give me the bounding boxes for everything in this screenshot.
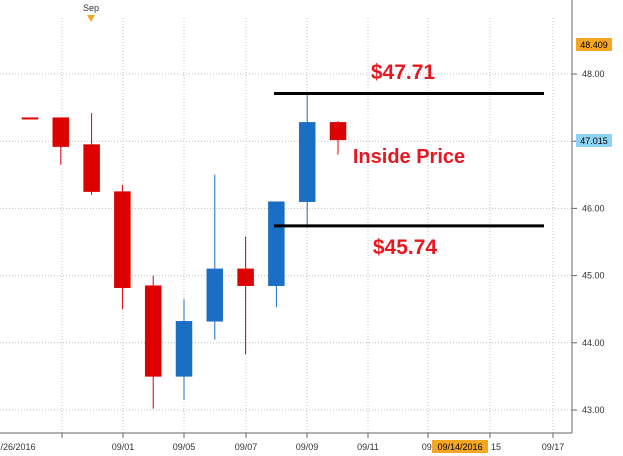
top-price-tag-label: 48.409 xyxy=(580,40,608,50)
current-price-tag-label: 47.015 xyxy=(580,136,608,146)
grid xyxy=(0,18,572,433)
x-tick-label: 09/17 xyxy=(542,442,565,452)
candle-down xyxy=(21,117,39,120)
candle-down xyxy=(329,122,347,141)
x-tick-label: 09/07 xyxy=(235,442,258,452)
x-tick-label: 15 xyxy=(491,442,501,452)
y-tick-label: 43.00 xyxy=(582,405,605,415)
date-highlight-tag: 09/14/2016 xyxy=(432,440,488,453)
annotation-inside-price: Inside Price xyxy=(353,146,465,168)
x-tick-label: 09/01 xyxy=(112,442,135,452)
price-levels xyxy=(274,91,544,228)
candle-down xyxy=(83,144,100,192)
level-label-low: $45.74 xyxy=(373,236,438,259)
month-label: Sep xyxy=(83,3,99,13)
month-marker: Sep xyxy=(83,3,99,22)
current-price-tag-box xyxy=(576,134,612,147)
candle-up xyxy=(298,122,316,202)
current-price-tag: 47.015 xyxy=(576,134,612,147)
x-tick-label: 09/ xyxy=(422,442,435,452)
candle-down xyxy=(114,191,131,288)
y-tick-label: 46.00 xyxy=(582,203,605,213)
date-highlight-label: 09/14/2016 xyxy=(437,442,482,452)
candle-up xyxy=(175,321,193,377)
level-label-high: $47.71 xyxy=(371,61,436,84)
month-marker-icon xyxy=(87,15,95,22)
date-highlight-box xyxy=(432,440,488,453)
x-tick-label: 09/09 xyxy=(296,442,319,452)
candle-down xyxy=(144,285,162,377)
candle-down xyxy=(52,117,70,147)
candle-down xyxy=(237,268,254,286)
x-tick-label: 09/05 xyxy=(173,442,196,452)
y-tick-label: 45.00 xyxy=(582,271,605,281)
y-tick-label: 48.00 xyxy=(582,69,605,79)
top-price-tag-box xyxy=(576,38,612,51)
y-tick-label: 44.00 xyxy=(582,338,605,348)
candle-up xyxy=(206,268,224,322)
x-tick-label: 09/11 xyxy=(357,442,379,452)
x-tick-label: /26/2016 xyxy=(0,442,35,452)
candle-up xyxy=(268,201,285,286)
top-price-tag: 48.409 xyxy=(576,38,612,51)
candles xyxy=(21,93,347,409)
